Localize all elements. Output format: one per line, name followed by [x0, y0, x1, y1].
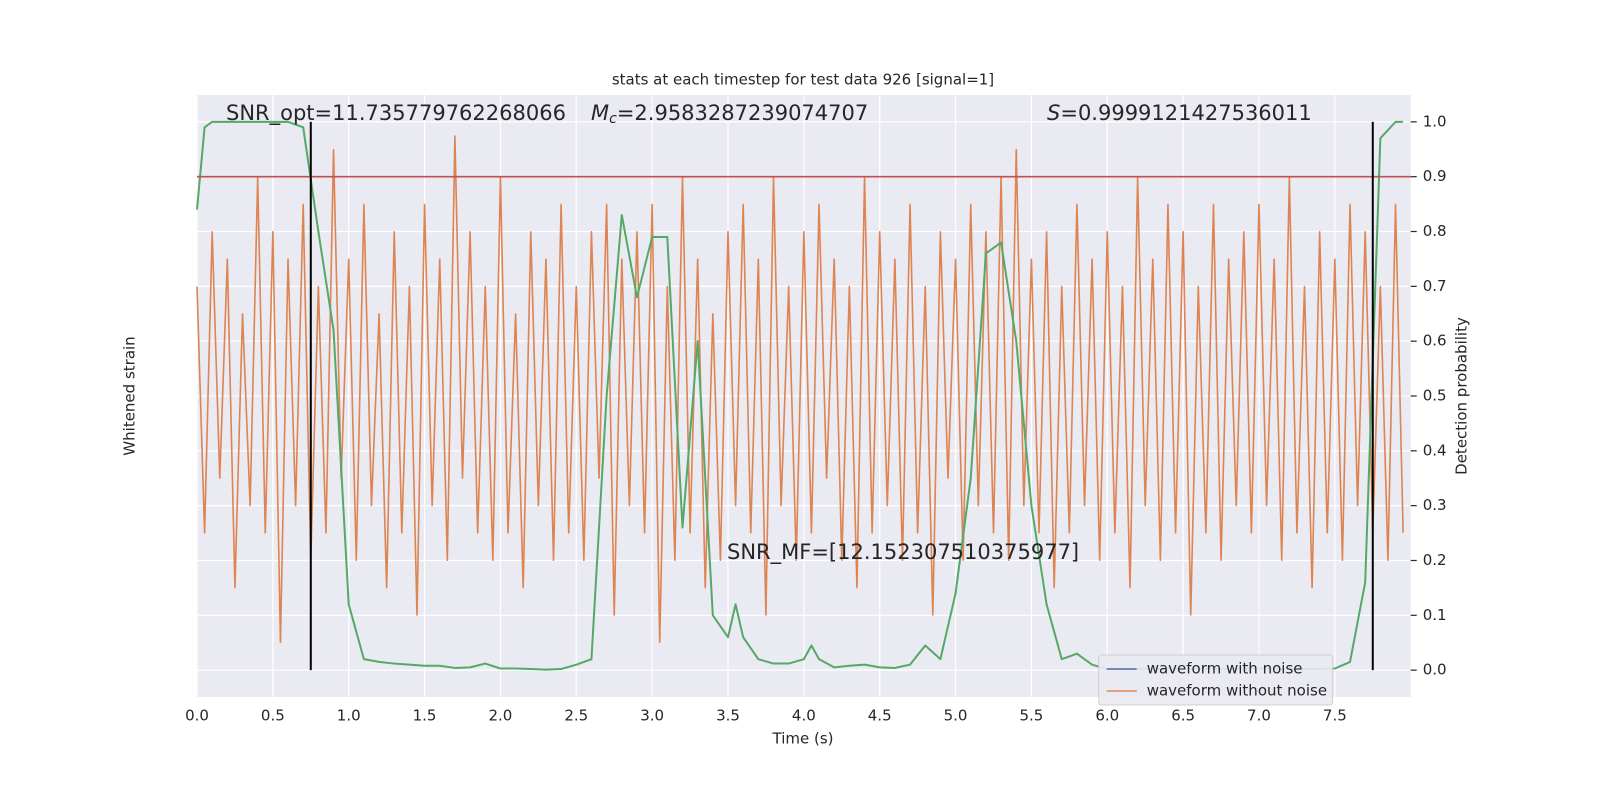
- x-tick-label: 6.0: [1095, 707, 1119, 725]
- x-tick-label: 1.0: [337, 707, 361, 725]
- annotation-text: =2.9583287239074707: [617, 101, 868, 125]
- y2-tick-label: 0.7: [1423, 277, 1447, 295]
- annotation-symbol: S: [1047, 101, 1060, 125]
- x-tick-label: 4.0: [792, 707, 816, 725]
- y2-tick-label: 0.4: [1423, 441, 1447, 459]
- x-tick-label: 3.0: [640, 707, 664, 725]
- x-axis-label: Time (s): [772, 730, 834, 748]
- y2-tick-label: 0.5: [1423, 387, 1447, 405]
- y-axis-label: Whitened strain: [121, 336, 139, 455]
- annotation-symbol: M: [591, 101, 609, 125]
- x-tick-label: 7.0: [1247, 707, 1271, 725]
- y2-tick-label: 0.0: [1423, 661, 1447, 679]
- x-tick-label: 5.5: [1019, 707, 1043, 725]
- x-tick-label: 1.5: [413, 707, 437, 725]
- legend-label: waveform without noise: [1147, 682, 1327, 700]
- x-tick-label: 6.5: [1171, 707, 1195, 725]
- x-tick-label: 2.5: [564, 707, 588, 725]
- y2-tick-label: 0.2: [1423, 551, 1447, 569]
- y2-axis-label: Detection probability: [1453, 317, 1471, 475]
- y2-tick-label: 0.6: [1423, 332, 1447, 350]
- x-tick-label: 2.0: [488, 707, 512, 725]
- annotation: Mc=2.9583287239074707: [591, 101, 868, 127]
- series-line: [196, 135, 1404, 644]
- y2-tick-label: 0.1: [1423, 606, 1447, 624]
- annotation: S=0.9999121427536011: [1047, 101, 1312, 125]
- annotation: SNR_opt=11.735779762268066: [226, 101, 566, 126]
- legend-label: waveform with noise: [1147, 660, 1303, 678]
- x-tick-label: 4.5: [868, 707, 892, 725]
- y2-tick-label: 0.8: [1423, 222, 1447, 240]
- x-tick-label: 5.0: [944, 707, 968, 725]
- annotation-text: =0.9999121427536011: [1060, 101, 1311, 125]
- x-tick-label: 0.5: [261, 707, 285, 725]
- y2-tick-label: 1.0: [1423, 112, 1447, 130]
- y2-tick-label: 0.9: [1423, 167, 1447, 185]
- y2-tick-label: 0.3: [1423, 496, 1447, 514]
- x-tick-label: 3.5: [716, 707, 740, 725]
- annotation: SNR_MF=[12.152307510375977]: [727, 540, 1079, 565]
- chart-title: stats at each timestep for test data 926…: [612, 71, 994, 89]
- legend-box: [1098, 654, 1334, 706]
- x-tick-label: 7.5: [1323, 707, 1347, 725]
- annotation-subscript: c: [609, 111, 617, 127]
- x-tick-label: 0.0: [185, 707, 209, 725]
